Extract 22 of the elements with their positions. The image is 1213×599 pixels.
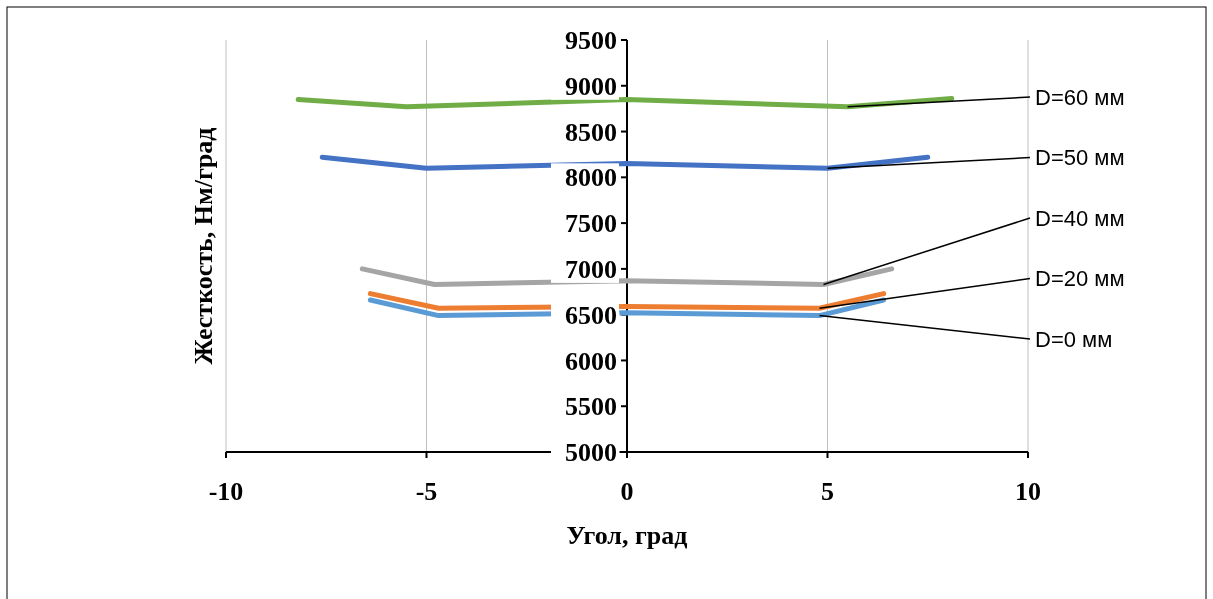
y-tick-label: 9500 xyxy=(565,26,617,56)
y-axis-title: Жесткость, Нм/град xyxy=(189,127,218,365)
y-tick-label: 6500 xyxy=(565,300,617,330)
text: D=20 мм xyxy=(1035,266,1125,292)
y-tick-label: 8000 xyxy=(565,163,617,193)
y-tick-label: 8500 xyxy=(565,117,617,147)
y-tick-label: 6000 xyxy=(565,346,617,376)
y-tick-label: 5000 xyxy=(565,438,617,468)
x-tick-label: 0 xyxy=(620,477,634,506)
y-tick-label: 7000 xyxy=(565,254,617,284)
text: D=0 мм xyxy=(1035,326,1113,352)
text: D=60 мм xyxy=(1035,84,1125,110)
y-tick-label: 9000 xyxy=(565,71,617,101)
y-tick-label: 7500 xyxy=(565,209,617,239)
y-tick-label: 5500 xyxy=(565,392,617,422)
text: D=50 мм xyxy=(1035,145,1125,171)
x-tick-label: -10 xyxy=(208,477,244,506)
x-tick-label: 5 xyxy=(821,477,834,506)
x-tick-label: -5 xyxy=(415,477,438,506)
text: D=40 мм xyxy=(1035,205,1125,231)
x-axis-title: Угол, град xyxy=(566,521,688,550)
x-tick-label: 10 xyxy=(1015,477,1041,506)
